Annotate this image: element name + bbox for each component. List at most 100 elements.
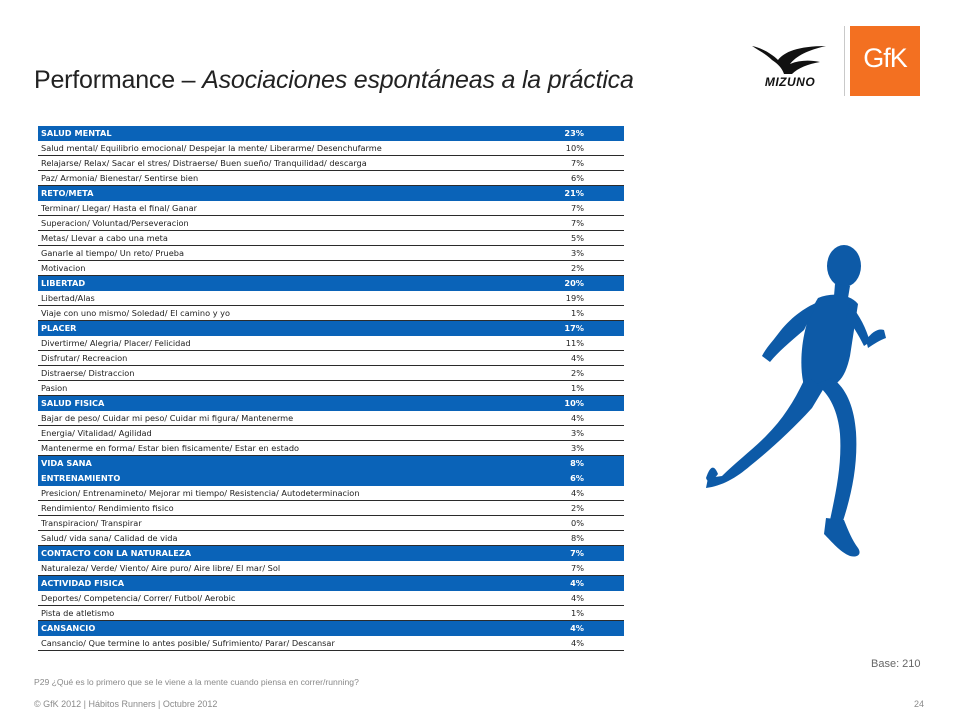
item-label: Deportes/ Competencia/ Correr/ Futbol/ A… bbox=[38, 590, 554, 607]
category-row: SALUD FISICA 10% bbox=[38, 395, 624, 412]
category-row: CANSANCIO 4% bbox=[38, 620, 624, 637]
item-value: 4% bbox=[554, 590, 624, 607]
item-value: 11% bbox=[554, 335, 624, 352]
item-value: 4% bbox=[554, 635, 624, 652]
item-label: Disfrutar/ Recreacion bbox=[38, 350, 554, 367]
table-row: Presicion/ Entrenamineto/ Mejorar mi tie… bbox=[38, 485, 624, 502]
category-row: PLACER 17% bbox=[38, 320, 624, 337]
mizuno-runbird-icon bbox=[752, 46, 826, 74]
category-label: SALUD FISICA bbox=[38, 395, 554, 412]
table-row: Rendimiento/ Rendimiento fisico 2% bbox=[38, 500, 624, 517]
item-value: 7% bbox=[554, 155, 624, 172]
item-label: Salud/ vida sana/ Calidad de vida bbox=[38, 530, 554, 547]
table-row: Energia/ Vitalidad/ Agilidad 3% bbox=[38, 425, 624, 442]
item-label: Paz/ Armonia/ Bienestar/ Sentirse bien bbox=[38, 170, 554, 187]
category-row: RETO/META 21% bbox=[38, 185, 624, 202]
mizuno-logo: MIZUNO bbox=[752, 46, 826, 89]
item-label: Mantenerme en forma/ Estar bien fisicame… bbox=[38, 440, 554, 457]
item-value: 4% bbox=[554, 485, 624, 502]
title-italic: Asociaciones espontáneas a la práctica bbox=[202, 66, 634, 94]
item-value: 2% bbox=[554, 365, 624, 382]
table-row: Deportes/ Competencia/ Correr/ Futbol/ A… bbox=[38, 590, 624, 607]
item-label: Transpiracion/ Transpirar bbox=[38, 515, 554, 532]
item-value: 1% bbox=[554, 605, 624, 622]
item-value: 2% bbox=[554, 260, 624, 277]
base-label: Base: 210 bbox=[871, 658, 921, 670]
item-value: 7% bbox=[554, 215, 624, 232]
item-label: Pista de atletismo bbox=[38, 605, 554, 622]
item-label: Divertirme/ Alegria/ Placer/ Felicidad bbox=[38, 335, 554, 352]
table-row: Salud mental/ Equilibrio emocional/ Desp… bbox=[38, 140, 624, 157]
category-label: VIDA SANA bbox=[38, 455, 554, 472]
category-value: 8% bbox=[554, 455, 624, 472]
item-label: Presicion/ Entrenamineto/ Mejorar mi tie… bbox=[38, 485, 554, 502]
table-row: Motivacion 2% bbox=[38, 260, 624, 277]
item-label: Cansancio/ Que termine lo antes posible/… bbox=[38, 635, 554, 652]
table-row: Naturaleza/ Verde/ Viento/ Aire puro/ Ai… bbox=[38, 560, 624, 577]
table-row: Pista de atletismo 1% bbox=[38, 605, 624, 622]
table-row: Relajarse/ Relax/ Sacar el stres/ Distra… bbox=[38, 155, 624, 172]
page-number: 24 bbox=[913, 699, 924, 709]
item-value: 3% bbox=[554, 425, 624, 442]
item-value: 6% bbox=[554, 170, 624, 187]
item-value: 1% bbox=[554, 380, 624, 397]
category-label: SALUD MENTAL bbox=[38, 126, 554, 142]
category-value: 10% bbox=[554, 395, 624, 412]
category-value: 23% bbox=[554, 126, 624, 142]
page-title: Performance – Asociaciones espontáneas a… bbox=[34, 66, 634, 95]
item-value: 2% bbox=[554, 500, 624, 517]
table-row: Paz/ Armonia/ Bienestar/ Sentirse bien 6% bbox=[38, 170, 624, 187]
item-label: Relajarse/ Relax/ Sacar el stres/ Distra… bbox=[38, 155, 554, 172]
item-label: Terminar/ Llegar/ Hasta el final/ Ganar bbox=[38, 200, 554, 217]
item-label: Metas/ Llevar a cabo una meta bbox=[38, 230, 554, 247]
question-note: P29 ¿Qué es lo primero que se le viene a… bbox=[34, 677, 359, 687]
item-label: Pasion bbox=[38, 380, 554, 397]
item-value: 3% bbox=[554, 245, 624, 262]
gfk-logo-text: GfK bbox=[863, 43, 908, 73]
category-row: ENTRENAMIENTO 6% bbox=[38, 470, 624, 487]
item-label: Motivacion bbox=[38, 260, 554, 277]
category-label: ENTRENAMIENTO bbox=[38, 470, 554, 487]
category-row: CONTACTO CON LA NATURALEZA 7% bbox=[38, 545, 624, 562]
table-row: Pasion 1% bbox=[38, 380, 624, 397]
category-label: ACTIVIDAD FISICA bbox=[38, 575, 554, 592]
associations-table: SALUD MENTAL 23% Salud mental/ Equilibrio … bbox=[38, 126, 624, 652]
item-value: 5% bbox=[554, 230, 624, 247]
category-label: RETO/META bbox=[38, 185, 554, 202]
category-value: 17% bbox=[554, 320, 624, 337]
item-label: Bajar de peso/ Cuidar mi peso/ Cuidar mi… bbox=[38, 410, 554, 427]
category-value: 4% bbox=[554, 620, 624, 637]
table-row: Superacion/ Voluntad/Perseveracion 7% bbox=[38, 215, 624, 232]
item-value: 10% bbox=[554, 140, 624, 157]
table-row: Mantenerme en forma/ Estar bien fisicame… bbox=[38, 440, 624, 457]
table-row: Salud/ vida sana/ Calidad de vida 8% bbox=[38, 530, 624, 547]
item-label: Libertad/Alas bbox=[38, 290, 554, 307]
category-label: CANSANCIO bbox=[38, 620, 554, 637]
category-label: LIBERTAD bbox=[38, 275, 554, 292]
table-row: Terminar/ Llegar/ Hasta el final/ Ganar 7… bbox=[38, 200, 624, 217]
logo-divider bbox=[844, 26, 845, 96]
table-row: Divertirme/ Alegria/ Placer/ Felicidad 11… bbox=[38, 335, 624, 352]
table-row: Ganarle al tiempo/ Un reto/ Prueba 3% bbox=[38, 245, 624, 262]
category-value: 6% bbox=[554, 470, 624, 487]
item-label: Distraerse/ Distraccion bbox=[38, 365, 554, 382]
title-prefix: Performance – bbox=[34, 66, 203, 94]
category-row: LIBERTAD 20% bbox=[38, 275, 624, 292]
footer-text: © GfK 2012 | Hábitos Runners | Octubre 2… bbox=[34, 699, 218, 709]
category-label: CONTACTO CON LA NATURALEZA bbox=[38, 545, 554, 562]
item-label: Ganarle al tiempo/ Un reto/ Prueba bbox=[38, 245, 554, 262]
item-label: Rendimiento/ Rendimiento fisico bbox=[38, 500, 554, 517]
mizuno-wordmark: MIZUNO bbox=[765, 75, 815, 89]
runner-silhouette-icon bbox=[706, 245, 886, 557]
category-value: 7% bbox=[554, 545, 624, 562]
category-label: PLACER bbox=[38, 320, 554, 337]
table-row: Metas/ Llevar a cabo una meta 5% bbox=[38, 230, 624, 247]
category-value: 4% bbox=[554, 575, 624, 592]
item-label: Naturaleza/ Verde/ Viento/ Aire puro/ Ai… bbox=[38, 560, 554, 577]
table-row: Distraerse/ Distraccion 2% bbox=[38, 365, 624, 382]
item-label: Viaje con uno mismo/ Soledad/ El camino … bbox=[38, 305, 554, 322]
item-value: 8% bbox=[554, 530, 624, 547]
table-row: Transpiracion/ Transpirar 0% bbox=[38, 515, 624, 532]
category-row: ACTIVIDAD FISICA 4% bbox=[38, 575, 624, 592]
item-value: 1% bbox=[554, 305, 624, 322]
